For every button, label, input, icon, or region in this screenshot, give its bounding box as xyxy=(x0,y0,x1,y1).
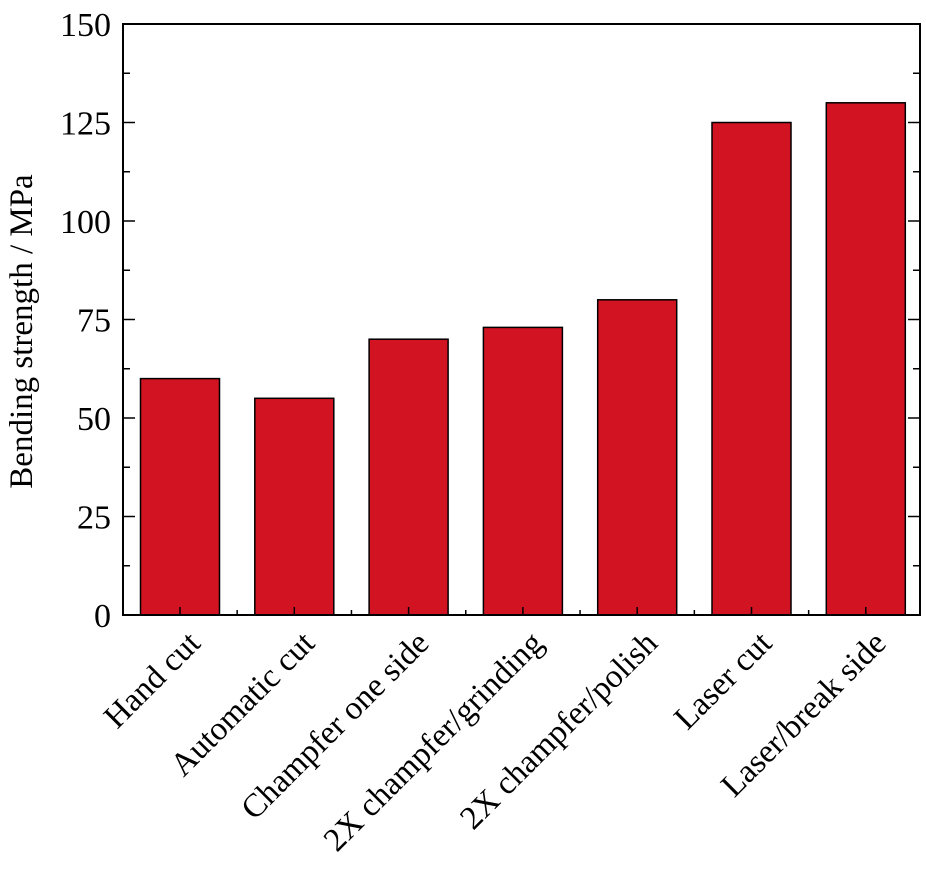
y-axis-title: Bending strength / MPa xyxy=(4,174,40,489)
y-tick-label-50: 50 xyxy=(77,401,111,438)
bar-5 xyxy=(596,299,678,616)
bar-3 xyxy=(368,338,449,616)
y-tick-label-75: 75 xyxy=(77,303,111,340)
bar-6 xyxy=(711,121,792,616)
x-category-label-6: Laser cut xyxy=(668,625,780,737)
bar-4 xyxy=(482,326,564,616)
y-tick-label-100: 100 xyxy=(60,204,111,241)
bars-group xyxy=(139,102,907,616)
bar-1 xyxy=(139,377,221,616)
y-tick-label-125: 125 xyxy=(60,106,111,143)
x-category-label-1: Hand cut xyxy=(97,625,207,735)
y-tick-label-150: 150 xyxy=(60,7,111,44)
x-axis-ticks xyxy=(179,607,867,615)
y-tick-label-0: 0 xyxy=(94,598,111,635)
x-category-label-5: 2X champfer/polish xyxy=(453,625,665,837)
x-category-label-4: 2X champfer/grinding xyxy=(317,625,550,858)
y-axis-tick-labels: 0 25 50 75 100 125 150 xyxy=(60,7,111,635)
bar-7 xyxy=(825,102,907,616)
x-category-label-3: Champfer one side xyxy=(235,625,437,827)
plot-frame xyxy=(122,23,921,616)
bar-2 xyxy=(254,397,335,616)
y-tick-label-25: 25 xyxy=(77,500,111,537)
